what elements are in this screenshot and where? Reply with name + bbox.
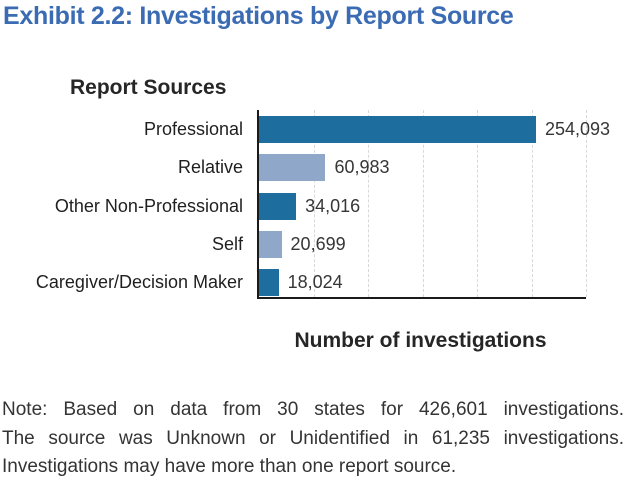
bar-other-non-professional <box>259 192 297 220</box>
bar-self <box>259 230 282 258</box>
figure-note: Note: Based on data from 30 states for 4… <box>2 396 624 482</box>
note-line-1: Note: Based on data from 30 states for 4… <box>2 399 624 420</box>
gridline <box>531 110 533 297</box>
bar-caregiver-decision-maker <box>259 269 279 296</box>
bar-value-label: 60,983 <box>334 157 390 178</box>
gridline <box>368 110 369 297</box>
note-line-3: Investigations may have more than one re… <box>2 456 457 477</box>
plot-area: 254,093 60,983 34,016 20,699 18,024 <box>257 110 610 299</box>
gridline <box>477 110 478 297</box>
category-label: Self <box>211 233 243 254</box>
category-label: Professional <box>143 119 243 139</box>
bar-value-label: 254,093 <box>544 119 611 139</box>
bar-value-label: 18,024 <box>287 272 343 292</box>
note-line-2: The source was Unknown or Unidentified i… <box>2 427 624 449</box>
category-labels: Professional Relative Other Non-Profession… <box>0 110 250 297</box>
gridline <box>422 110 424 297</box>
gridline <box>586 110 587 297</box>
bar-relative <box>259 154 326 182</box>
bar-professional <box>259 116 536 143</box>
chart-title: Report Sources <box>70 76 227 99</box>
category-label: Relative <box>177 157 243 178</box>
category-label: Other Non-Professional <box>54 195 243 216</box>
bar-value-label: 34,016 <box>305 195 361 216</box>
x-axis-label: Number of investigations <box>294 329 547 352</box>
bar-value-label: 20,699 <box>290 233 346 254</box>
exhibit-title: Exhibit 2.2: Investigations by Report So… <box>3 2 514 30</box>
gridline <box>313 110 315 297</box>
category-label: Caregiver/Decision Maker <box>35 272 243 292</box>
